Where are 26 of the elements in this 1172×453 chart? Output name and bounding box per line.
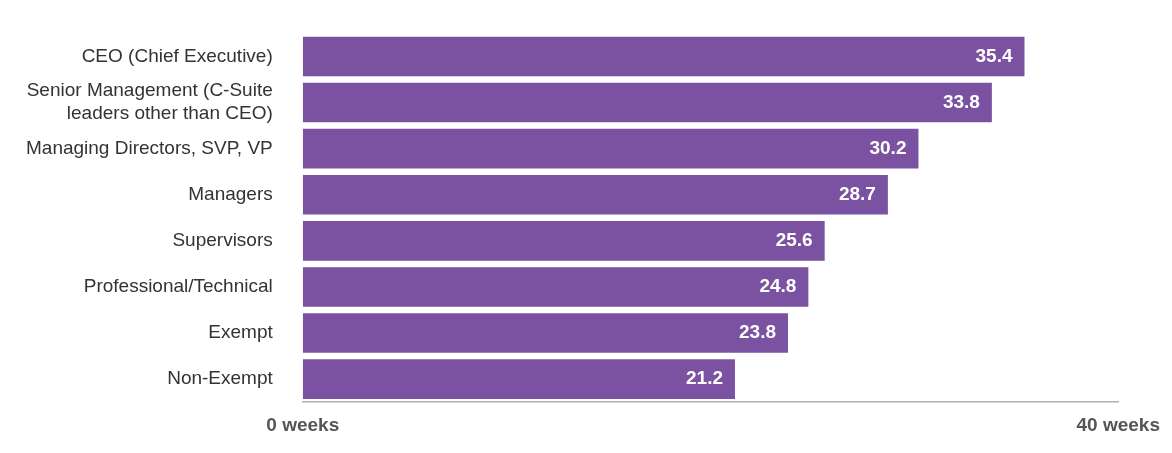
y-tick-label: Managing Directors, SVP, VP (25, 136, 273, 158)
bar (302, 313, 788, 353)
y-tick-label: Professional/Technical (83, 275, 273, 297)
data-label: 21.2 (686, 367, 723, 389)
bar (302, 221, 825, 261)
bar (302, 82, 992, 123)
y-tick-label: CEO (Chief Executive) (81, 44, 273, 66)
data-label: 33.8 (942, 90, 980, 112)
y-tick-label: Senior Management (C-Suite leaders other than CEO) (26, 79, 273, 124)
data-label: 25.6 (775, 229, 813, 251)
y-tick-label: Managers (188, 182, 273, 204)
y-tick-label: Exempt (208, 321, 274, 343)
y-tick-label: Non-Exempt (167, 367, 274, 389)
y-tick-label: Supervisors (172, 229, 273, 251)
x-tick-label: 40 weeks (1076, 413, 1160, 435)
data-label: 24.8 (759, 275, 797, 297)
bar (302, 36, 1025, 77)
bar (302, 267, 809, 307)
bar (302, 359, 735, 399)
bar (302, 174, 888, 215)
data-label: 23.8 (739, 321, 776, 343)
data-label: 35.4 (975, 44, 1013, 66)
data-label: 30.2 (869, 136, 907, 158)
bar (302, 128, 919, 169)
x-tick-label: 0 weeks (266, 413, 340, 435)
data-label: 28.7 (838, 182, 876, 204)
